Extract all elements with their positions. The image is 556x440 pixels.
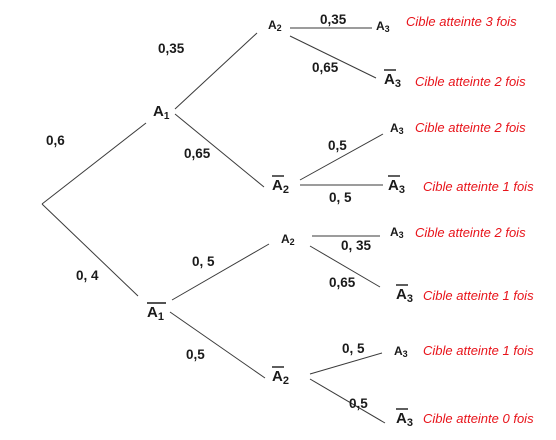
outcome-7: Cible atteinte 1 fois: [423, 343, 534, 358]
edge-a1bar-a2bar-a3: [309, 352, 383, 375]
prob-a1-a2bar-a3: 0,5: [328, 138, 347, 153]
prob-root-a1: 0,6: [46, 133, 65, 148]
prob-a1-a2-bar: 0,65: [184, 146, 211, 161]
prob-a1bar-a2-bar: 0,5: [186, 347, 205, 362]
node-a3-bar-3: A3: [396, 286, 413, 305]
outcome-4: Cible atteinte 1 fois: [423, 179, 534, 194]
prob-a1bar-a2-a3: 0, 35: [341, 238, 372, 253]
edge-root-a1-bar: [41, 203, 139, 297]
edge-a1-a2: [174, 32, 258, 110]
edge-a1bar-a2: [171, 243, 270, 301]
outcome-6: Cible atteinte 1 fois: [423, 288, 534, 303]
outcome-3: Cible atteinte 2 fois: [415, 120, 526, 135]
prob-a1bar-a2bar-a3-bar: 0,5: [349, 396, 368, 411]
prob-a1bar-a2-a3-bar: 0,65: [329, 275, 356, 290]
edge-root-a1: [41, 122, 147, 205]
node-a3-4: A3: [394, 344, 408, 359]
prob-a1-a2-a3: 0,35: [320, 12, 347, 27]
edge-a1-a2-a3-bar: [289, 35, 377, 79]
node-a3-bar-4: A3: [396, 410, 413, 429]
outcome-2: Cible atteinte 2 fois: [415, 74, 526, 89]
prob-a1bar-a2bar-a3: 0, 5: [342, 341, 365, 356]
prob-a1-a2-a3-bar: 0,65: [312, 60, 339, 75]
prob-a1bar-a2: 0, 5: [192, 254, 215, 269]
node-a1-a2-bar: A2: [272, 177, 289, 196]
outcome-5: Cible atteinte 2 fois: [415, 225, 526, 240]
edge-a1bar-a2bar-a3-bar: [309, 378, 386, 424]
node-a1: A1: [153, 103, 170, 122]
outcome-1: Cible atteinte 3 fois: [406, 14, 517, 29]
node-a3-bar-2: A3: [388, 177, 405, 196]
prob-a1-a2bar-a3-bar: 0, 5: [329, 190, 352, 205]
node-a1bar-a2: A2: [281, 232, 295, 247]
node-a3-1: A3: [376, 19, 390, 34]
edge-a1-a2-bar: [174, 113, 265, 188]
node-a3-2: A3: [390, 121, 404, 136]
node-a1-a2: A2: [268, 18, 282, 33]
node-a1-bar: A1: [147, 304, 164, 323]
prob-root-a1-bar: 0, 4: [76, 268, 99, 283]
edge-a1bar-a2-a3-bar: [309, 245, 381, 288]
edge-a1-a2bar-a3: [299, 133, 384, 181]
edge-a1bar-a2-bar: [169, 311, 266, 379]
node-a3-3: A3: [390, 225, 404, 240]
node-a3-bar-1: A3: [384, 71, 401, 90]
outcome-8: Cible atteinte 0 fois: [423, 411, 534, 426]
prob-a1-a2: 0,35: [158, 41, 185, 56]
node-a1bar-a2-bar: A2: [272, 368, 289, 387]
